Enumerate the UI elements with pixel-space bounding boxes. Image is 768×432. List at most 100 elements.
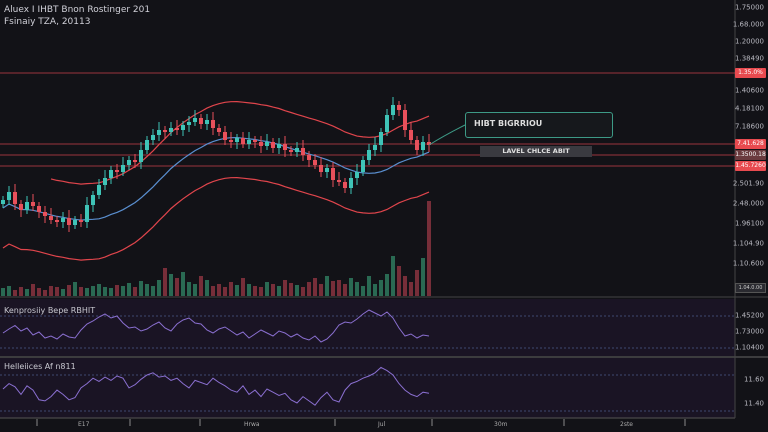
volume-bar xyxy=(181,272,185,296)
volume-bar xyxy=(409,282,413,296)
candle xyxy=(13,192,17,204)
candle xyxy=(31,202,35,206)
candle xyxy=(415,140,419,150)
volume-bar xyxy=(277,286,281,296)
volume-bar xyxy=(343,284,347,296)
price-tick-label: 1.38490 xyxy=(735,54,764,63)
chart-title: Aluex I IHBT Bnon Rostinger 201 Fsinaiy … xyxy=(4,4,150,28)
osc1-tick: 1.45200 xyxy=(735,311,764,320)
oscillator1-line xyxy=(2,309,430,343)
candle xyxy=(247,140,251,144)
candle xyxy=(7,192,11,200)
volume-bar xyxy=(403,276,407,296)
candle xyxy=(391,105,395,115)
volume-bar xyxy=(313,278,317,296)
volume-bar xyxy=(49,286,53,296)
candle xyxy=(241,138,245,144)
price-tick-label: 1.68.000 xyxy=(732,20,764,29)
candle xyxy=(373,145,377,150)
axis-badge: 1.04.0.00 xyxy=(735,283,766,293)
price-tick-label: 7.18600 xyxy=(735,122,764,131)
volume-bar xyxy=(361,286,365,296)
candle xyxy=(409,130,413,140)
candle xyxy=(271,142,275,148)
candle xyxy=(85,205,89,222)
volume-bar xyxy=(229,282,233,296)
volume-bar xyxy=(217,284,221,296)
candle xyxy=(157,130,161,135)
candle xyxy=(217,128,221,132)
candle xyxy=(97,185,101,195)
price-tick-label: 1.40600 xyxy=(735,86,764,95)
volume-bar xyxy=(7,286,11,296)
volume-bar xyxy=(415,270,419,296)
candle xyxy=(193,118,197,122)
volume-bar xyxy=(421,258,425,296)
candle xyxy=(1,200,5,204)
volume-bar xyxy=(145,284,149,296)
volume-bar xyxy=(37,288,41,296)
volume-bar xyxy=(355,282,359,296)
volume-bar xyxy=(151,286,155,296)
volume-bar xyxy=(385,274,389,296)
volume-bar xyxy=(73,282,77,296)
price-tick-label: 1.75000 xyxy=(735,3,764,12)
oscillator1-panel xyxy=(0,299,735,356)
volume-bar xyxy=(349,278,353,296)
volume-bar xyxy=(331,281,335,296)
price-tag: 1.3500.18 xyxy=(735,150,766,160)
candle xyxy=(103,178,107,185)
volume-bar xyxy=(187,282,191,296)
candle xyxy=(253,140,257,142)
volume-bar xyxy=(325,276,329,296)
candle xyxy=(175,128,179,130)
volume-bar xyxy=(133,287,137,296)
candle xyxy=(199,118,203,124)
volume-bar xyxy=(247,284,251,296)
candle xyxy=(355,172,359,178)
volume-bar xyxy=(373,284,377,296)
volume-bar xyxy=(211,286,215,296)
volume-bar xyxy=(121,286,125,296)
symbol-title: Aluex I IHBT Bnon Rostinger 201 xyxy=(4,5,151,15)
candle xyxy=(139,150,143,162)
candle xyxy=(145,140,149,150)
volume-bar xyxy=(163,268,167,296)
volume-bar xyxy=(13,290,17,296)
annotation-box[interactable]: HIBT BIGRRIOU xyxy=(465,112,613,138)
price-tick-label: 4.18100 xyxy=(735,104,764,113)
osc1-tick: 1.10400 xyxy=(735,343,764,352)
volume-bar xyxy=(223,287,227,296)
volume-bar xyxy=(157,280,161,296)
volume-bar xyxy=(67,285,71,296)
volume-bar xyxy=(301,287,305,296)
volume-bar xyxy=(367,276,371,296)
volume-bar xyxy=(235,285,239,296)
candle xyxy=(127,160,131,165)
annotation-connector xyxy=(428,124,466,146)
price-tick-label: 1.104.90 xyxy=(732,239,764,248)
price-tag: 7.41.628 xyxy=(735,139,766,149)
volume-bar xyxy=(31,284,35,296)
volume-bar xyxy=(115,285,119,296)
price-tick-label: 2.501.90 xyxy=(732,179,764,188)
candle xyxy=(331,168,335,180)
volume-bar xyxy=(97,284,101,296)
oscillator2-label: Helleiices Af n811 xyxy=(4,362,76,371)
candle xyxy=(421,142,425,150)
volume-bar xyxy=(427,201,431,296)
bollinger-lower xyxy=(2,176,430,261)
osc2-tick: 11.60 xyxy=(743,375,764,384)
candle xyxy=(91,195,95,205)
volume-bar xyxy=(103,287,107,296)
candle xyxy=(61,218,65,222)
x-tick-label: 2ste xyxy=(620,421,633,428)
x-tick-label: Hrwa xyxy=(244,421,260,428)
volume-bar xyxy=(397,266,401,296)
candle xyxy=(295,148,299,152)
candle xyxy=(367,150,371,160)
candle xyxy=(211,120,215,128)
volume-bar xyxy=(55,287,59,296)
price-tag: 1.35.0% xyxy=(735,68,766,78)
